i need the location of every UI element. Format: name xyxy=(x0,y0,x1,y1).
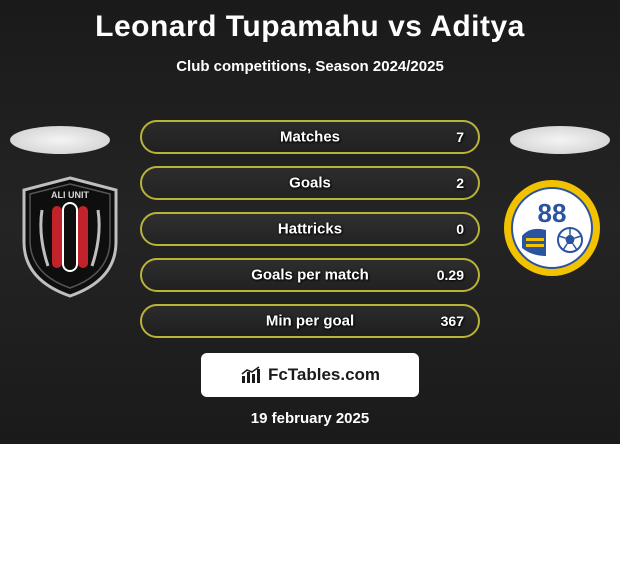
comparison-card: Leonard Tupamahu vs Aditya Club competit… xyxy=(0,0,620,444)
club-crest-right: 88 xyxy=(502,178,602,278)
stats-column: Matches 7 Goals 2 Hattricks 0 Goals per … xyxy=(140,120,480,350)
stat-row: Min per goal 367 xyxy=(140,304,480,338)
date-text: 19 february 2025 xyxy=(0,410,620,427)
stat-row: Goals 2 xyxy=(140,166,480,200)
left-crest-text: ALI UNIT xyxy=(51,190,89,200)
stat-label: Min per goal xyxy=(142,313,478,330)
stat-value-right: 7 xyxy=(456,129,464,145)
player-right-silhouette xyxy=(510,126,610,154)
page-subtitle: Club competitions, Season 2024/2025 xyxy=(0,58,620,75)
player-left-silhouette xyxy=(10,126,110,154)
stat-label: Matches xyxy=(142,129,478,146)
branding-text: FcTables.com xyxy=(268,365,380,385)
stat-value-right: 0 xyxy=(456,221,464,237)
page-title: Leonard Tupamahu vs Aditya xyxy=(0,0,620,44)
stat-label: Goals per match xyxy=(142,267,478,284)
branding-box: FcTables.com xyxy=(201,353,419,397)
chart-icon xyxy=(240,364,262,386)
stat-value-right: 2 xyxy=(456,175,464,191)
right-crest-text: 88 xyxy=(538,198,567,228)
stat-label: Goals xyxy=(142,175,478,192)
stat-row: Goals per match 0.29 xyxy=(140,258,480,292)
stat-row: Hattricks 0 xyxy=(140,212,480,246)
club-crest-left: ALI UNIT xyxy=(18,176,122,298)
stat-value-right: 0.29 xyxy=(437,267,464,283)
stat-label: Hattricks xyxy=(142,221,478,238)
stat-row: Matches 7 xyxy=(140,120,480,154)
stat-value-right: 367 xyxy=(441,313,464,329)
